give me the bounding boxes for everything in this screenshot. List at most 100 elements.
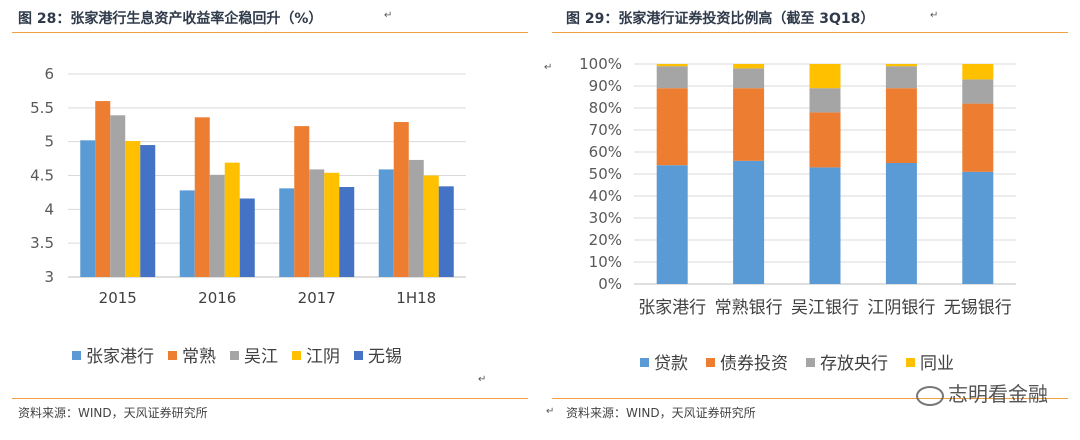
bar-存放央行-吴江银行 — [809, 88, 841, 113]
legend-swatch — [168, 351, 177, 360]
bar-存放央行-常熟银行 — [733, 68, 765, 89]
bar-江阴-2015 — [125, 140, 141, 277]
legend-label: 同业 — [920, 354, 954, 374]
y-tick-label: 20% — [589, 231, 622, 249]
y-tick-label: 100% — [579, 55, 622, 73]
bar-同业-无锡银行 — [962, 64, 994, 80]
y-tick-label: 40% — [589, 187, 622, 205]
bar-吴江-1H18 — [408, 159, 424, 277]
bar-江阴-1H18 — [423, 175, 439, 277]
bar-贷款-张家港行 — [656, 165, 688, 284]
bar-常熟-2015 — [95, 101, 111, 277]
bar-贷款-无锡银行 — [962, 171, 994, 284]
legend-swatch — [706, 358, 715, 367]
bar-债券投资-吴江银行 — [809, 112, 841, 168]
y-tick-label: 10% — [589, 253, 622, 271]
x-tick-label: 常熟银行 — [715, 297, 783, 318]
bar-无锡-2015 — [140, 145, 156, 277]
x-tick-label: 2016 — [198, 289, 236, 307]
right-source-rule — [552, 398, 1068, 399]
y-tick-label: 30% — [589, 209, 622, 227]
y-tick-label: 3 — [44, 268, 54, 286]
bar-吴江-2016 — [209, 174, 225, 277]
x-tick-label: 江阴银行 — [867, 298, 935, 318]
bar-贷款-常熟银行 — [733, 160, 765, 284]
bar-同业-常熟银行 — [733, 64, 765, 69]
bar-同业-江阴银行 — [885, 64, 917, 67]
y-tick-label: 0% — [598, 275, 622, 293]
bar-吴江-2015 — [110, 115, 126, 277]
y-tick-label: 80% — [589, 99, 622, 117]
watermark: 志明看金融 — [916, 378, 1048, 407]
x-tick-label: 2017 — [298, 289, 336, 307]
bar-张家港行-2017 — [279, 188, 295, 277]
right-chart: 0% 10% 20% 30% 40% 50% 60% 70% 80% 90% 100% 张家港行 常熟银… — [579, 55, 1016, 374]
bar-债券投资-无锡银行 — [962, 103, 994, 172]
y-tick-label: 70% — [589, 121, 622, 139]
bar-贷款-江阴银行 — [885, 163, 917, 284]
bar-常熟-2017 — [294, 126, 310, 277]
y-tick-label: 5 — [44, 133, 54, 151]
x-tick-label: 张家港行 — [638, 298, 706, 318]
y-tick-label: 3.5 — [30, 234, 54, 252]
right-panel: 图 29：张家港行证券投资比例高（截至 3Q18） ↵ ↵ 0% 10% 20% 30… — [540, 0, 1080, 440]
right-source-return-mark: ↵ — [546, 406, 555, 417]
right-title-return-mark: ↵ — [930, 10, 939, 21]
left-source: 资料来源：WIND，天风证券研究所 — [18, 406, 208, 420]
bar-张家港行-1H18 — [378, 169, 394, 277]
legend-label: 吴江 — [244, 347, 278, 367]
y-tick-label: 5.5 — [30, 99, 54, 117]
bar-江阴-2016 — [224, 162, 240, 277]
legend-swatch — [806, 358, 815, 367]
bar-常熟-1H18 — [393, 122, 409, 277]
bar-无锡-2017 — [339, 187, 355, 277]
bar-常熟-2016 — [194, 117, 210, 277]
legend-swatch — [230, 351, 239, 360]
legend-label: 债券投资 — [720, 354, 788, 374]
x-tick-label: 1H18 — [396, 289, 436, 307]
bar-同业-吴江银行 — [809, 64, 841, 89]
bar-存放央行-张家港行 — [656, 66, 688, 89]
legend-swatch — [72, 351, 81, 360]
bar-吴江-2017 — [309, 169, 325, 277]
legend-swatch — [354, 351, 363, 360]
bar-张家港行-2015 — [80, 140, 96, 277]
y-tick-label: 60% — [589, 143, 622, 161]
bar-债券投资-常熟银行 — [733, 88, 765, 161]
watermark-text: 志明看金融 — [948, 382, 1048, 406]
bar-债券投资-张家港行 — [656, 88, 688, 166]
legend-label: 存放央行 — [820, 354, 888, 374]
y-tick-label: 90% — [589, 77, 622, 95]
left-chart: 3 3.5 4 4.5 5 5.5 6 2015 2016 2017 1H18 张家港行 常熟 吴江 江阴 无… — [30, 65, 466, 367]
y-tick-label: 50% — [589, 165, 622, 183]
bar-存放央行-江阴银行 — [885, 66, 917, 89]
left-chart-return-mark: ↵ — [478, 374, 487, 385]
bar-同业-张家港行 — [656, 64, 688, 67]
y-tick-label: 4 — [44, 200, 54, 218]
bar-无锡-2016 — [239, 198, 255, 277]
legend-label: 江阴 — [306, 347, 340, 367]
x-tick-label: 2015 — [99, 289, 137, 307]
x-tick-label: 无锡银行 — [944, 298, 1012, 318]
right-title-rule — [552, 32, 1068, 33]
left-chart-title: 图 28：张家港行生息资产收益率企稳回升（%） — [18, 11, 323, 27]
bar-贷款-吴江银行 — [809, 167, 841, 284]
x-tick-label: 吴江银行 — [791, 298, 859, 318]
bar-债券投资-江阴银行 — [885, 88, 917, 163]
bar-无锡-1H18 — [438, 186, 454, 277]
legend-label: 张家港行 — [86, 347, 154, 367]
left-title-return-mark: ↵ — [384, 10, 393, 21]
bar-江阴-2017 — [324, 172, 340, 277]
legend-label: 贷款 — [654, 354, 688, 374]
legend-label: 常熟 — [182, 346, 216, 367]
bar-张家港行-2016 — [179, 190, 195, 277]
left-title-rule — [12, 32, 528, 33]
wechat-icon — [916, 385, 944, 406]
bar-存放央行-无锡银行 — [962, 79, 994, 104]
legend-swatch — [640, 358, 649, 367]
y-tick-label: 4.5 — [30, 167, 54, 185]
y-tick-label: 6 — [44, 65, 54, 83]
left-panel: 图 28：张家港行生息资产收益率企稳回升（%） ↵ 3 3.5 4 4.5 5 5.5 6 2… — [12, 10, 528, 420]
right-chart-return-mark: ↵ — [544, 62, 553, 73]
legend-swatch — [292, 351, 301, 360]
